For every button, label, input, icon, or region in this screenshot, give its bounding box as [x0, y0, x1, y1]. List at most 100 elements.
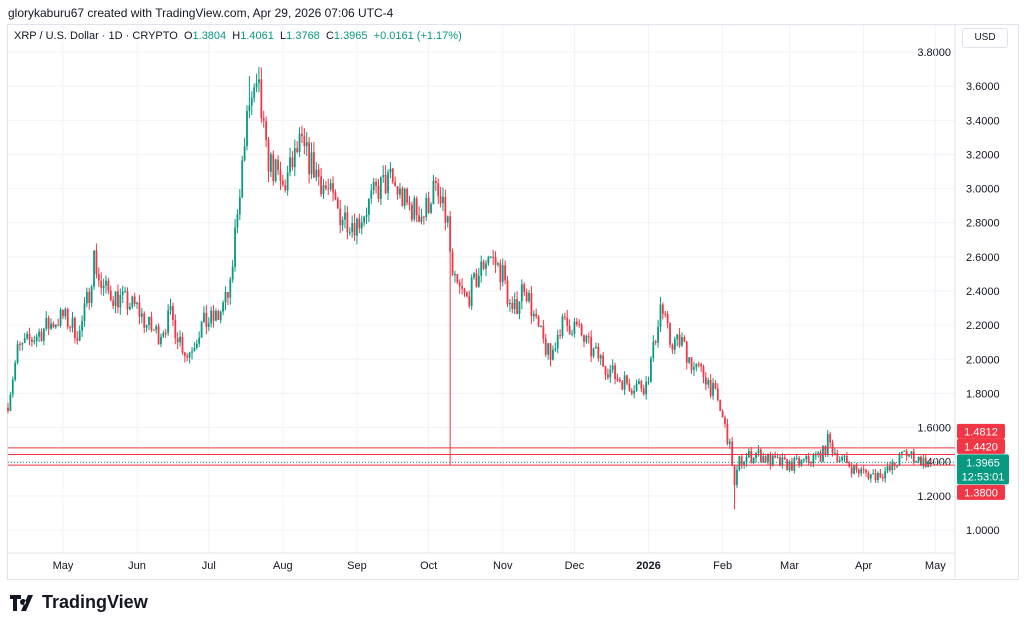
candle-body: [418, 215, 420, 222]
candle-body: [131, 296, 134, 307]
candle-body: [802, 459, 805, 461]
y-tick-label: 1.0000: [966, 525, 1000, 537]
candle-body: [752, 458, 755, 463]
candle-body: [234, 227, 236, 267]
y-tick-label: 2.0000: [966, 354, 1000, 366]
candle-body: [599, 355, 602, 359]
candle-body: [798, 457, 800, 466]
candle-body: [494, 257, 497, 265]
candle-body: [769, 454, 772, 466]
candle-body: [121, 291, 124, 296]
candle-body: [879, 473, 882, 478]
candle-body: [640, 381, 643, 389]
candle-body: [408, 202, 411, 205]
candle-body: [54, 324, 57, 328]
x-tick-label: Feb: [713, 560, 732, 572]
candle-body: [411, 204, 413, 220]
candle-body: [822, 445, 824, 462]
candle-body: [157, 326, 160, 345]
candle-body: [74, 317, 76, 339]
candle-body: [905, 450, 908, 457]
candle-body: [358, 218, 361, 229]
candle-body: [781, 457, 784, 466]
candle-body: [513, 299, 516, 310]
candle-body: [652, 341, 655, 359]
candle-body: [105, 280, 107, 286]
candle-body: [860, 468, 863, 474]
candle-body: [229, 279, 232, 298]
candle-body: [614, 365, 616, 380]
candle-body: [231, 266, 234, 280]
candle-body: [487, 256, 490, 264]
candle-body: [520, 284, 523, 302]
candle-body: [241, 160, 244, 198]
candle-body: [480, 261, 483, 276]
candle-body: [824, 445, 827, 455]
candle-body: [160, 336, 162, 345]
candle-body: [793, 457, 796, 471]
candle-body: [413, 198, 416, 220]
candle-body: [650, 358, 652, 382]
candle-body: [685, 341, 688, 363]
candle-body: [162, 332, 165, 337]
candle-body: [838, 460, 841, 462]
candle-body: [310, 152, 313, 175]
candle-body: [296, 148, 299, 152]
candle-body: [64, 308, 67, 317]
candle-body: [635, 383, 638, 391]
candle-body: [587, 335, 590, 338]
candle-body: [621, 381, 624, 390]
candle-body: [19, 344, 21, 346]
candle-body: [422, 216, 425, 218]
candle-body: [219, 311, 222, 321]
candle-body: [217, 310, 220, 321]
candle-body: [912, 451, 915, 463]
candle-body: [112, 300, 115, 306]
candle-body: [602, 355, 605, 367]
candle-body: [324, 185, 327, 189]
candle-body: [145, 325, 148, 328]
candle-body: [430, 204, 432, 213]
candle-body: [604, 366, 607, 375]
candle-body: [454, 274, 456, 276]
candle-body: [755, 452, 757, 459]
candle-body: [28, 333, 31, 340]
open-label: O: [183, 30, 193, 42]
candle-body: [152, 329, 155, 331]
x-tick-label: Aug: [273, 560, 293, 572]
y-tick-label: 1.8000: [966, 388, 1000, 400]
candle-body: [590, 337, 593, 357]
candle-body: [836, 452, 839, 462]
y-tick-label: 3.4000: [966, 115, 1000, 127]
candle-body: [200, 321, 203, 338]
candle-body: [100, 280, 103, 288]
candle-body: [549, 343, 552, 360]
candle-body: [188, 352, 191, 358]
candle-body: [611, 365, 614, 370]
candle-body: [329, 183, 332, 190]
candle-body: [721, 410, 724, 418]
candle-body: [704, 377, 707, 385]
candle-body: [396, 186, 399, 195]
candle-body: [272, 154, 275, 181]
candle-body: [52, 323, 55, 328]
currency-button[interactable]: USD: [962, 28, 1008, 48]
candle-body: [379, 177, 382, 199]
candle-body: [222, 302, 224, 312]
candle-body: [81, 320, 83, 331]
candle-body: [771, 455, 774, 466]
candle-body: [881, 477, 884, 479]
candle-body: [518, 301, 521, 314]
candle-body: [731, 441, 734, 466]
candle-body: [489, 256, 492, 258]
candle-body: [810, 462, 812, 464]
candle-body: [666, 314, 669, 324]
candle-body: [439, 196, 442, 204]
candle-body: [293, 148, 296, 168]
candle-body: [444, 196, 447, 223]
candle-body: [475, 273, 478, 287]
candle-body: [552, 349, 554, 360]
candle-body: [714, 383, 717, 389]
candle-body: [826, 434, 829, 455]
